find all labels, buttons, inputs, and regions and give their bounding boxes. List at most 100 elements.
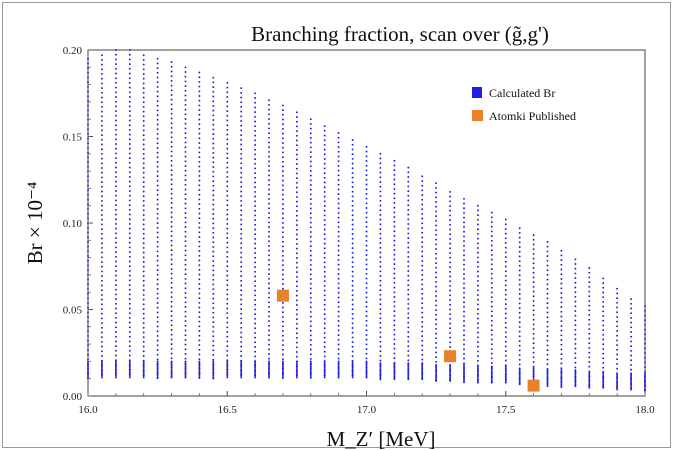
- calc-br-point: [170, 244, 173, 247]
- calc-br-point: [128, 180, 131, 183]
- calc-br-point: [128, 213, 131, 216]
- calc-br-point: [212, 213, 215, 215]
- calc-br-point: [128, 157, 131, 160]
- calc-br-point: [463, 277, 465, 280]
- calc-br-point: [268, 371, 270, 374]
- calc-br-point: [142, 365, 145, 368]
- calc-br-point: [351, 312, 354, 315]
- calc-br-point: [156, 100, 159, 102]
- calc-br-point: [560, 377, 563, 380]
- calc-br-point: [100, 58, 103, 61]
- calc-br-point: [449, 365, 452, 368]
- calc-br-point: [351, 294, 354, 297]
- calc-br-point: [365, 365, 368, 368]
- calc-br-point: [351, 265, 354, 268]
- calc-br-point: [504, 376, 507, 379]
- calc-br-point: [128, 373, 131, 376]
- calc-br-point: [184, 254, 187, 257]
- calc-br-point: [490, 310, 493, 313]
- calc-br-point: [87, 306, 89, 309]
- calc-br-point: [100, 360, 103, 363]
- calc-br-point: [226, 366, 229, 369]
- calc-br-point: [309, 122, 312, 125]
- calc-br-point: [281, 287, 284, 290]
- x-tick-label: 16.5: [218, 404, 238, 416]
- calc-br-point: [198, 217, 201, 220]
- calc-br-point: [449, 247, 452, 250]
- calc-br-point: [114, 298, 117, 301]
- calc-br-point: [184, 103, 187, 106]
- calc-br-point: [337, 150, 340, 153]
- calc-br-point: [351, 275, 354, 278]
- calc-br-point: [212, 137, 215, 140]
- calc-br-point: [574, 372, 577, 375]
- calc-br-point: [644, 361, 646, 364]
- calc-br-point: [240, 124, 243, 127]
- calc-br-point: [268, 226, 270, 229]
- calc-br-point: [560, 343, 563, 346]
- calc-br-point: [170, 267, 173, 270]
- calc-br-point: [128, 321, 131, 324]
- calc-br-point: [184, 179, 187, 182]
- calc-br-point: [114, 86, 117, 89]
- calc-br-point: [504, 373, 507, 376]
- calc-br-point: [142, 340, 145, 343]
- calc-br-point: [212, 170, 215, 173]
- calc-br-point: [504, 312, 507, 315]
- calc-br-point: [365, 244, 368, 247]
- calc-br-point: [212, 241, 215, 244]
- calc-br-point: [435, 262, 438, 265]
- calc-br-point: [198, 366, 201, 369]
- x-axis-ticks: 16.0 16.5 17.0 17.5 18.0: [78, 391, 655, 416]
- calc-br-point: [490, 368, 493, 371]
- calc-br-point: [407, 349, 410, 352]
- calc-br-point: [184, 132, 187, 135]
- calc-br-point: [281, 370, 284, 372]
- calc-br-point: [504, 321, 507, 324]
- calc-br-point: [546, 306, 549, 309]
- calc-br-point: [198, 231, 201, 234]
- calc-br-point: [87, 226, 89, 229]
- calc-br-point: [170, 363, 173, 366]
- calc-br-point: [449, 252, 452, 254]
- calc-br-point: [421, 208, 424, 211]
- calc-br-point: [184, 212, 187, 214]
- calc-br-point: [212, 95, 215, 98]
- calc-br-point: [184, 118, 187, 120]
- calc-br-point: [365, 160, 368, 162]
- calc-br-point: [463, 315, 465, 318]
- calc-br-point: [476, 367, 479, 370]
- calc-br-point: [323, 270, 326, 273]
- calc-br-point: [281, 344, 284, 347]
- calc-br-point: [281, 264, 284, 267]
- calc-br-point: [254, 370, 257, 372]
- calc-br-point: [616, 378, 619, 381]
- calc-br-point: [588, 351, 591, 354]
- calc-br-point: [142, 176, 145, 179]
- calc-br-point: [156, 62, 159, 65]
- calc-br-point: [365, 343, 368, 346]
- calc-br-point: [476, 270, 479, 273]
- calc-br-point: [295, 144, 298, 147]
- calc-br-point: [504, 260, 507, 263]
- calc-br-point: [240, 312, 243, 315]
- calc-br-point: [463, 329, 465, 332]
- calc-br-point: [351, 190, 354, 193]
- calc-br-point: [337, 376, 340, 379]
- calc-br-point: [184, 240, 187, 243]
- calc-br-point: [546, 344, 549, 347]
- calc-br-point: [476, 341, 479, 343]
- calc-br-point: [114, 260, 117, 263]
- calc-br-point: [87, 330, 89, 333]
- calc-br-point: [630, 354, 633, 357]
- calc-br-point: [268, 202, 270, 205]
- calc-br-point: [504, 293, 507, 296]
- calc-br-point: [518, 260, 521, 263]
- calc-br-point: [407, 218, 410, 221]
- calc-br-point: [142, 58, 145, 61]
- calc-br-point: [463, 216, 465, 219]
- calc-br-point: [351, 251, 354, 254]
- calc-br-point: [337, 202, 340, 205]
- calc-br-point: [128, 222, 131, 225]
- calc-br-point: [574, 380, 577, 383]
